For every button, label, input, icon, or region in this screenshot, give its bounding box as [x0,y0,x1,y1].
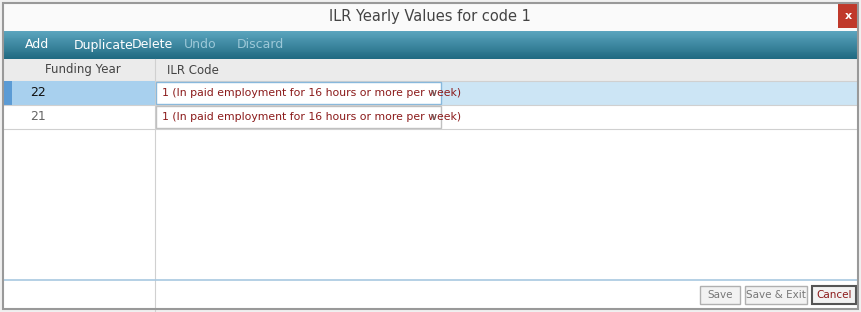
Text: Save & Exit: Save & Exit [746,290,805,300]
Bar [3,81,12,105]
Bar [3,55,857,57]
Bar [3,37,857,39]
Bar [3,57,857,59]
Bar [3,105,857,129]
Text: x: x [844,11,851,21]
Bar [3,58,857,60]
Bar [3,49,857,50]
Bar [3,51,857,53]
Bar [699,286,739,304]
Bar [3,37,857,38]
Bar [3,40,857,42]
Bar [156,82,441,104]
Bar [3,46,857,47]
Bar [3,51,857,52]
Text: v: v [430,88,436,98]
Text: 1 (In paid employment for 16 hours or more per week): 1 (In paid employment for 16 hours or mo… [162,112,461,122]
Bar [3,59,857,81]
Text: Undo: Undo [183,38,216,51]
Text: 21: 21 [30,110,46,124]
Bar [3,45,857,46]
Text: ILR Yearly Values for code 1: ILR Yearly Values for code 1 [329,9,530,25]
Bar [3,3,857,31]
Text: ILR Code: ILR Code [167,64,219,76]
Bar [3,42,857,44]
Bar [3,56,857,58]
Text: 1 (In paid employment for 16 hours or more per week): 1 (In paid employment for 16 hours or mo… [162,88,461,98]
Bar [3,43,857,45]
Bar [3,34,857,35]
Bar [3,81,857,105]
Bar [12,81,155,105]
Text: Save: Save [706,290,732,300]
Bar [156,106,441,128]
Bar [3,33,857,34]
Bar [3,36,857,37]
Bar [837,4,856,28]
Bar [3,44,857,46]
Bar [3,50,857,51]
Bar [3,31,857,32]
Text: Delete: Delete [132,38,173,51]
Bar [3,54,857,56]
Text: 22: 22 [30,86,46,100]
Text: Add: Add [25,38,49,51]
Bar [3,52,857,54]
Bar [3,41,857,43]
Text: Duplicate: Duplicate [74,38,133,51]
Bar [3,47,857,48]
Bar [3,35,857,36]
Bar [3,38,857,40]
Bar [3,48,857,49]
Text: Funding Year: Funding Year [45,64,121,76]
Bar [3,39,857,41]
Bar [744,286,806,304]
Text: Cancel: Cancel [815,290,851,300]
Bar [3,32,857,33]
Text: v: v [430,112,436,122]
Text: Discard: Discard [237,38,284,51]
Bar [3,53,857,55]
Bar [811,286,855,304]
